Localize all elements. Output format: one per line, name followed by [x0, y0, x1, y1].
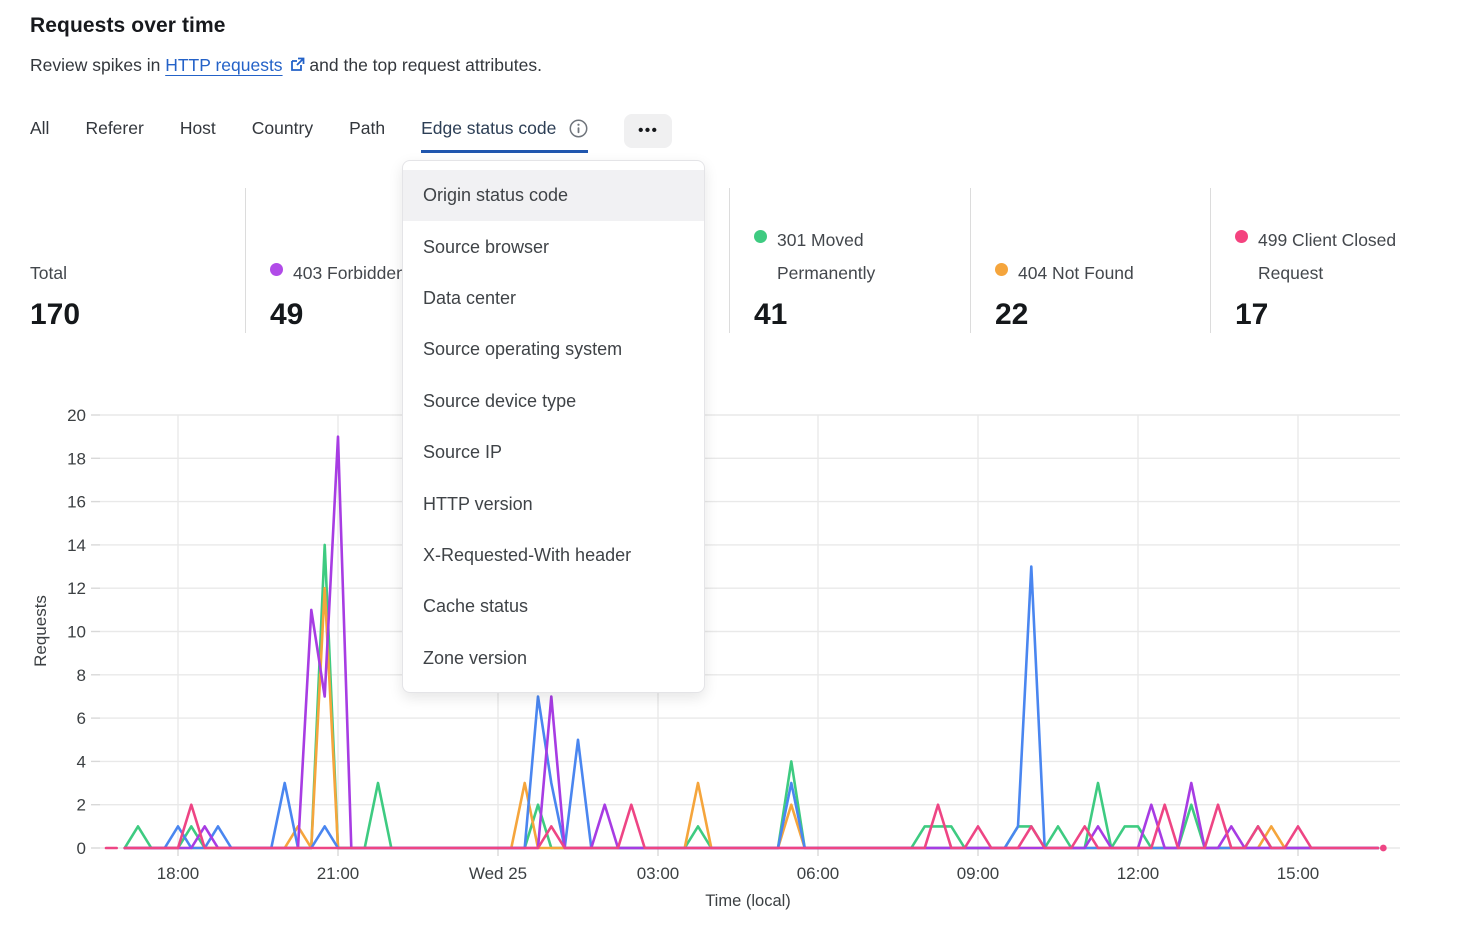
svg-text:06:00: 06:00 — [797, 864, 840, 883]
series-line — [123, 803, 1380, 850]
tab-label: Edge status code — [421, 118, 557, 138]
legend-dot — [1235, 230, 1248, 244]
stat-label: Total — [30, 262, 67, 283]
svg-text:18: 18 — [67, 449, 86, 468]
stat-301: 301 Moved Permanently 41 — [729, 188, 970, 333]
tab-label: Referer — [85, 118, 144, 138]
tab-label: All — [30, 118, 50, 138]
legend-dot — [995, 262, 1008, 276]
legend-dot — [270, 262, 283, 276]
tab-label: Path — [349, 118, 386, 138]
svg-text:21:00: 21:00 — [317, 864, 360, 883]
external-link-icon — [289, 57, 305, 78]
svg-text:0: 0 — [77, 839, 86, 858]
svg-text:4: 4 — [77, 752, 86, 771]
stat-label: 301 Moved Permanently — [777, 230, 876, 283]
svg-text:20: 20 — [67, 406, 86, 425]
menu-item-data-center[interactable]: Data center — [423, 287, 517, 308]
svg-text:10: 10 — [67, 623, 86, 642]
svg-text:14: 14 — [67, 536, 86, 555]
stat-label: 499 Client Closed Request — [1258, 230, 1397, 283]
breakdown-tabs: All Referer Host Country Path Edge status cod… — [30, 113, 673, 153]
menu-item-source-ip[interactable]: Source IP — [423, 442, 503, 463]
stat-value: 22 — [995, 298, 1029, 331]
subtitle-suffix: and the top request attributes. — [304, 55, 542, 75]
subtitle-prefix: Review spikes in — [30, 55, 166, 75]
svg-text:15:00: 15:00 — [1277, 864, 1320, 883]
tab-all[interactable]: All — [30, 118, 49, 153]
svg-text:Time (local): Time (local) — [705, 892, 791, 910]
svg-text:12:00: 12:00 — [1117, 864, 1160, 883]
tab-referer[interactable]: Referer — [85, 118, 143, 153]
stat-499: 499 Client Closed Request 17 — [1210, 188, 1428, 333]
svg-text:2: 2 — [77, 796, 86, 815]
tab-label: Host — [179, 118, 216, 138]
tab-host[interactable]: Host — [180, 118, 216, 153]
panel-header: Requests over time Review spikes in HTTP… — [30, 14, 542, 78]
stat-403: 403 Forbidden 49 — [245, 188, 487, 333]
menu-item-cache-status[interactable]: Cache status — [423, 596, 529, 617]
info-icon[interactable] — [569, 119, 588, 138]
stat-value: 170 — [30, 298, 81, 331]
menu-item-source-browser[interactable]: Source browser — [423, 236, 550, 257]
menu-item-source-operating-system[interactable]: Source operating system — [423, 339, 623, 360]
stat-value: 49 — [270, 298, 304, 331]
svg-text:09:00: 09:00 — [957, 864, 1000, 883]
tab-edge-status-code[interactable]: Edge status code — [421, 118, 589, 153]
more-attributes-button[interactable]: ••• — [624, 113, 673, 148]
legend-dot — [754, 230, 767, 244]
stat-value: 17 — [1235, 298, 1269, 331]
menu-item-source-device-type[interactable]: Source device type — [423, 390, 577, 411]
page-title: Requests over time — [30, 14, 226, 37]
menu-item-x-requested-with-header[interactable]: X-Requested-With header — [423, 544, 632, 565]
tab-path[interactable]: Path — [349, 118, 385, 153]
svg-text:16: 16 — [67, 493, 86, 512]
menu-item-http-version[interactable]: HTTP version — [423, 493, 533, 514]
stats-row: Total 170 403 Forbidden 49 301 Moved Permane… — [30, 188, 1428, 333]
svg-text:8: 8 — [77, 666, 86, 685]
svg-text:18:00: 18:00 — [157, 864, 200, 883]
svg-text:Requests: Requests — [31, 595, 50, 667]
menu-item-zone-version[interactable]: Zone version — [423, 647, 528, 668]
menu-item-origin-status-code[interactable]: Origin status code — [403, 170, 704, 222]
svg-text:6: 6 — [77, 709, 86, 728]
stat-404: 404 Not Found 22 — [970, 188, 1210, 333]
http-requests-link[interactable]: HTTP requests — [165, 55, 283, 75]
stat-total: Total 170 — [30, 188, 245, 333]
subtitle: Review spikes in HTTP requests and the t… — [30, 55, 542, 78]
tab-country[interactable]: Country — [252, 118, 313, 153]
attribute-dropdown-menu: Origin status code Source browser Data cen… — [402, 160, 705, 693]
svg-text:Wed 25: Wed 25 — [469, 864, 527, 883]
tab-label: Country — [251, 118, 314, 138]
stat-value: 41 — [754, 298, 788, 331]
stat-label: 403 Forbidden — [293, 262, 406, 283]
svg-text:03:00: 03:00 — [637, 864, 680, 883]
stat-label: 404 Not Found — [1018, 262, 1134, 283]
series-line — [123, 435, 1380, 850]
svg-text:12: 12 — [67, 579, 86, 598]
